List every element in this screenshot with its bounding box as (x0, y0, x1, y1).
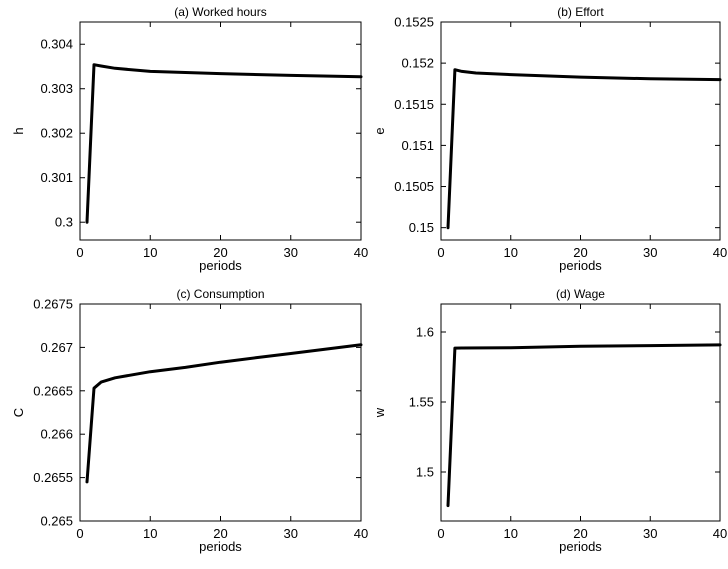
series-line-0 (446, 68, 722, 230)
y-axis-label: C (11, 408, 26, 417)
x-tick-label: 0 (437, 245, 444, 260)
x-tick-label: 0 (437, 526, 444, 541)
y-tick-label: 0.267 (40, 340, 73, 355)
x-tick-label: 20 (213, 245, 227, 260)
x-tick-label: 0 (76, 526, 83, 541)
chart-panel-3: 0 10 20 30 40 1.5 1.55 1.6 (d) Wage periods w (372, 287, 727, 554)
x-tick-label: 30 (284, 526, 298, 541)
plot-area (440, 21, 721, 241)
y-tick-label: 0.2665 (33, 383, 73, 398)
x-tick-label: 0 (76, 245, 83, 260)
series-line-0 (85, 63, 363, 224)
y-tick-label: 0.265 (40, 514, 73, 529)
y-axis-label: w (372, 407, 387, 418)
plot-area (79, 303, 362, 522)
series-line-0 (85, 343, 363, 484)
chart-title: (a) Worked hours (174, 5, 266, 19)
plot-area (79, 21, 362, 241)
x-tick-label: 40 (713, 526, 727, 541)
y-axis-label: h (11, 127, 26, 134)
x-tick-label: 30 (643, 245, 657, 260)
y-tick-label: 1.6 (416, 325, 434, 340)
y-tick-label: 0.15 (409, 220, 434, 235)
y-tick-label: 1.55 (409, 395, 434, 410)
y-tick-label: 0.1515 (394, 97, 434, 112)
x-axis-label: periods (199, 258, 242, 273)
x-tick-label: 40 (354, 245, 368, 260)
series-line-0 (446, 343, 722, 508)
x-tick-label: 20 (213, 526, 227, 541)
x-tick-label: 20 (573, 526, 587, 541)
chart-panel-2: 0 10 20 30 40 0.265 0.2655 0.266 0.2665 0.267 0.26… (11, 287, 368, 554)
x-tick-label: 10 (143, 245, 157, 260)
x-axis-label: periods (559, 539, 602, 554)
x-tick-label: 10 (143, 526, 157, 541)
x-tick-label: 40 (713, 245, 727, 260)
chart-title: (d) Wage (556, 287, 605, 301)
y-tick-label: 0.152 (401, 56, 434, 71)
x-tick-label: 10 (504, 526, 518, 541)
y-tick-label: 0.2655 (33, 470, 73, 485)
plot-area (440, 303, 721, 522)
y-tick-label: 0.3 (55, 215, 73, 230)
x-tick-label: 30 (643, 526, 657, 541)
x-tick-label: 20 (573, 245, 587, 260)
chart-title: (b) Effort (557, 5, 604, 19)
x-tick-label: 30 (284, 245, 298, 260)
chart-panel-0: 0 10 20 30 40 0.3 0.301 0.302 0.303 0.304 (a) Work… (11, 5, 368, 273)
y-tick-label: 0.151 (401, 138, 434, 153)
y-tick-label: 0.302 (40, 126, 73, 141)
y-tick-label: 0.266 (40, 427, 73, 442)
chart-title: (c) Consumption (176, 287, 264, 301)
y-tick-label: 0.301 (40, 170, 73, 185)
chart-panel-1: 0 10 20 30 40 0.15 0.1505 0.151 0.1515 0.152 0.152… (372, 5, 727, 273)
x-tick-label: 10 (504, 245, 518, 260)
y-tick-label: 0.1525 (394, 15, 434, 30)
y-tick-label: 1.5 (416, 465, 434, 480)
x-axis-label: periods (559, 258, 602, 273)
x-tick-label: 40 (354, 526, 368, 541)
x-axis-label: periods (199, 539, 242, 554)
y-tick-label: 0.1505 (394, 179, 434, 194)
y-tick-label: 0.304 (40, 37, 73, 52)
y-tick-label: 0.2675 (33, 297, 73, 312)
y-axis-label: e (372, 127, 387, 134)
y-tick-label: 0.303 (40, 81, 73, 96)
